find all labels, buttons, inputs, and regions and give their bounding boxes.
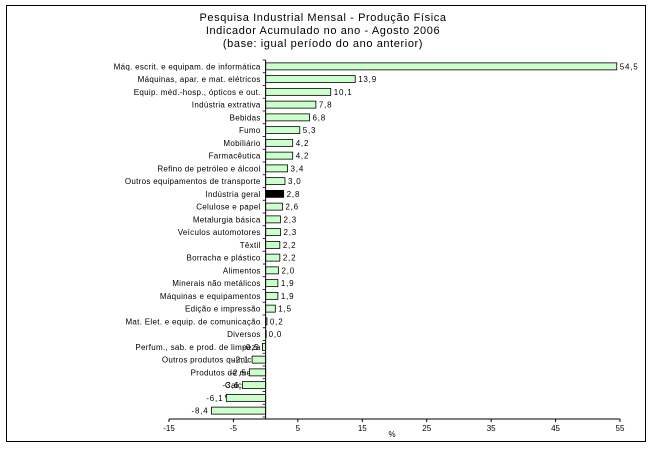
x-tick-label: 55 [616, 424, 625, 433]
category-label: Edição e impressão [185, 305, 261, 314]
category-label: Máq. escrit. e equipam. de informática [114, 62, 261, 71]
bar [225, 393, 267, 402]
category-label: Bebidas [230, 113, 261, 122]
bar [265, 202, 283, 211]
value-label: 0,2 [270, 317, 284, 326]
value-label: 2,6 [285, 203, 299, 212]
bar [265, 138, 294, 147]
bar [265, 228, 281, 237]
value-label: 3,0 [288, 177, 302, 186]
category-label: Máquinas, apar. e mat. elétricos [138, 75, 261, 84]
bar [265, 304, 276, 313]
value-label: -2,5 [230, 368, 247, 377]
category-label: Metalurgia básica [193, 215, 261, 224]
bar-highlight [265, 189, 285, 198]
x-tick-label: 25 [422, 424, 431, 433]
bar [265, 164, 288, 173]
x-tick-label: -15 [163, 424, 175, 433]
bars: Máq. escrit. e equipam. de informática 54… [114, 62, 639, 416]
x-tick-label: 45 [551, 424, 560, 433]
category-label: Indústria geral [205, 190, 260, 199]
value-label: -0,5 [242, 343, 259, 352]
value-label: -6,1 [206, 394, 223, 403]
value-label: 1,5 [278, 305, 292, 314]
bar [211, 406, 267, 415]
category-label: Outros equipamentos de transporte [125, 177, 261, 186]
value-label: 10,1 [334, 88, 353, 97]
value-label: -8,4 [192, 407, 209, 416]
x-tick-label: 15 [358, 424, 367, 433]
category-label: Máquinas e equipamentos [160, 292, 261, 301]
value-label: -2,1 [232, 356, 249, 365]
category-label: Mat. Elet. e equip. de comunicação [125, 317, 260, 326]
chart-title: Pesquisa Industrial Mensal - Produção Fí… [199, 12, 446, 50]
value-label: 4,2 [296, 152, 310, 161]
category-label: Equip. méd.-hosp., ópticos e out. [134, 88, 261, 97]
value-label: 7,8 [319, 101, 333, 110]
category-label: Perfum., sab. e prod. de limpeza [135, 343, 260, 352]
x-tick-label: -5 [230, 424, 238, 433]
category-label: Farmacêutica [209, 152, 261, 161]
value-label: 54,5 [620, 62, 639, 71]
value-label: 6,8 [312, 113, 326, 122]
bar [265, 151, 294, 160]
value-label: 1,9 [281, 279, 295, 288]
category-label: Fumo [239, 126, 261, 135]
bar [265, 266, 279, 275]
x-axis: -15 -5 5 15 25 35 45 55 [163, 59, 625, 433]
bar [265, 215, 281, 224]
value-label: 5,3 [303, 126, 317, 135]
value-label: 2,0 [282, 266, 296, 275]
value-label: 3,4 [291, 164, 305, 173]
bar [242, 381, 267, 390]
chart-title-line-2: Indicador Acumulado no ano - Agosto 2006 [206, 25, 440, 37]
category-label: Diversos [227, 330, 261, 339]
bar [265, 253, 281, 262]
bar [251, 355, 267, 364]
value-label: 2,3 [283, 228, 297, 237]
bar [265, 240, 281, 249]
chart-title-line-1: Pesquisa Industrial Mensal - Produção Fí… [199, 12, 446, 24]
category-label: Veículos automotores [178, 228, 261, 237]
bar [265, 113, 310, 122]
value-label: 2,2 [283, 241, 297, 250]
x-tick-label: 5 [296, 424, 301, 433]
value-label: -3,6 [222, 381, 239, 390]
value-label: 2,8 [287, 190, 301, 199]
category-label: Refino de petróleo e álcool [157, 164, 260, 173]
value-label: 0,0 [269, 330, 283, 339]
bar [249, 368, 267, 377]
category-label: Têxtil [240, 241, 261, 250]
value-label: 4,2 [296, 139, 310, 148]
category-label: Minerais não metálicos [172, 279, 260, 288]
value-label: 13,9 [358, 75, 377, 84]
bar [265, 75, 356, 84]
chart-title-line-3: (base: igual período do ano anterior) [223, 38, 423, 50]
bar [265, 126, 301, 135]
x-axis-title: % [388, 430, 395, 439]
category-label: Borracha e plástico [186, 254, 260, 263]
category-label: Mobiliário [223, 139, 260, 148]
bar [265, 100, 317, 109]
value-label: 2,3 [283, 215, 297, 224]
category-label: Celulose e papel [196, 203, 260, 212]
category-label: Produtos de metal [191, 368, 261, 377]
category-label: Alimentos [223, 266, 261, 275]
category-label: Indústria extrativa [192, 101, 261, 110]
value-label: 1,9 [281, 292, 295, 301]
bar [265, 87, 332, 96]
bar [265, 62, 618, 71]
bar [265, 177, 286, 186]
x-tick-label: 35 [487, 424, 496, 433]
category-label: Outros produtos químicos [162, 356, 261, 365]
bar [265, 291, 279, 300]
bar [265, 279, 279, 288]
value-label: 2,2 [283, 254, 297, 263]
